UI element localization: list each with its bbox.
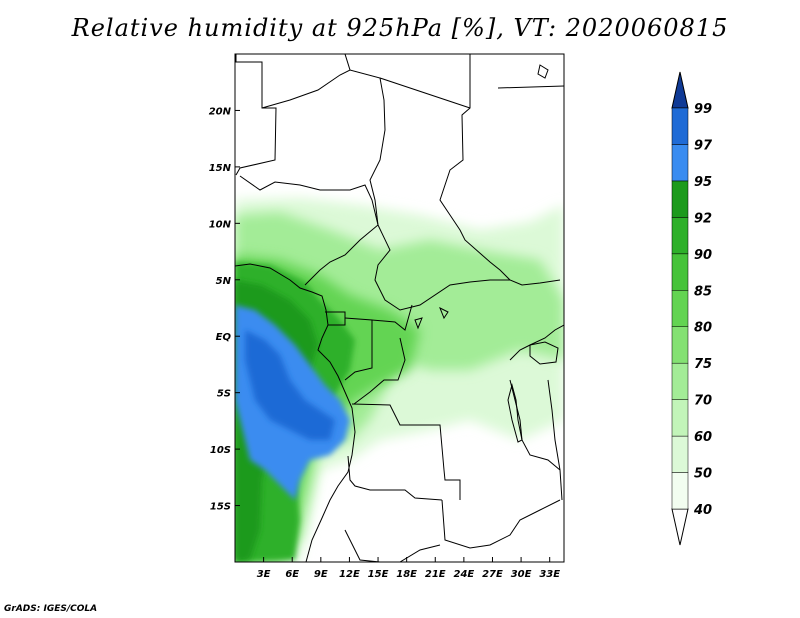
lake-outline: [439, 306, 449, 320]
colorbar-box: [671, 472, 689, 510]
lon-tick-label: 24E: [453, 569, 474, 580]
lat-tick-label: 15N: [209, 163, 232, 174]
border-segment: [439, 54, 561, 286]
lon-tick-label: 9E: [314, 569, 328, 580]
lat-tick-label: 10S: [210, 445, 231, 456]
lat-tick-label: 5S: [217, 389, 231, 400]
lon-tick-label: 27E: [482, 569, 503, 580]
colorbar-level-label: 80: [694, 321, 712, 336]
colorbar-level-label: 75: [694, 357, 712, 372]
lat-tick-label: 20N: [209, 106, 232, 117]
border-segment: [347, 455, 443, 501]
humidity-shade-97: [245, 330, 335, 440]
map-area: [235, 54, 564, 562]
colorbar-box: [671, 435, 689, 473]
lake-outline: [537, 64, 549, 79]
lon-tick-label: 6E: [285, 569, 299, 580]
grads-credit: GrADS: IGES/COLA: [4, 604, 98, 614]
lat-tick-label: 5N: [216, 276, 232, 287]
colorbar-level-label: 99: [694, 102, 712, 117]
border-segment: [235, 54, 277, 176]
border-segment: [351, 403, 461, 500]
colorbar-box: [671, 217, 689, 255]
lon-tick-label: 12E: [339, 569, 360, 580]
lon-tick-label: 3E: [257, 569, 271, 580]
border-segment: [374, 224, 510, 311]
colorbar-level-label: 92: [694, 211, 712, 226]
lon-tick-label: 15E: [368, 569, 389, 580]
colorbar-level-label: 90: [694, 248, 712, 263]
colorbar-box: [671, 399, 689, 437]
colorbar-level-label: 97: [694, 138, 713, 153]
colorbar-level-label: 95: [694, 175, 712, 190]
colorbar-min-triangle: [671, 508, 689, 546]
country-borders: [235, 54, 564, 562]
border-segment: [379, 77, 471, 109]
colorbar: 40 50 60 70 75 80 85 90 92 95 97 99: [671, 71, 713, 546]
coastline-west: [235, 263, 356, 562]
colorbar-max-triangle: [671, 71, 689, 109]
lat-tick-label: 10N: [209, 219, 232, 230]
border-segment: [353, 337, 406, 405]
lon-tick-label: 30E: [511, 569, 532, 580]
border-segment: [344, 54, 351, 71]
lon-tick-label: 33E: [539, 569, 560, 580]
lat-tick-label: EQ: [216, 332, 232, 343]
border-segment: [441, 499, 561, 549]
colorbar-box: [671, 290, 689, 327]
border-segment: [344, 529, 381, 562]
humidity-field: [235, 198, 564, 562]
border-segment: [371, 304, 413, 331]
colorbar-level-label: 85: [694, 284, 712, 299]
colorbar-box: [671, 362, 689, 400]
humidity-map-figure: 3E 6E 9E 12E 15E 18E 21E 24E 27E 30E 33E 20N 15N 10N 5…: [209, 53, 713, 580]
lat-tick-label: 15S: [210, 502, 231, 513]
colorbar-box: [671, 253, 689, 291]
colorbar-level-label: 60: [694, 430, 712, 445]
colorbar-box: [671, 144, 689, 182]
lon-tick-label: 21E: [425, 569, 446, 580]
border-segment: [497, 85, 564, 89]
lake-outline: [529, 341, 559, 365]
colorbar-box: [671, 107, 689, 145]
lake-outline: [507, 383, 523, 443]
colorbar-box: [671, 326, 689, 364]
map-frame: [234, 53, 565, 563]
lake-outline: [414, 317, 423, 330]
border-segment: [239, 175, 379, 286]
map-axis-ticks: 3E 6E 9E 12E 15E 18E 21E 24E 27E 30E 33E 20N 15N 10N 5…: [209, 106, 561, 580]
lon-tick-label: 18E: [396, 569, 417, 580]
colorbar-level-label: 40: [693, 503, 712, 518]
colorbar-level-label: 70: [694, 394, 712, 409]
map-title: Relative humidity at 925hPa [%], VT: 202…: [71, 14, 729, 42]
border-segment: [261, 69, 386, 226]
border-segment: [344, 317, 373, 381]
colorbar-level-label: 50: [694, 467, 712, 482]
border-segment: [547, 379, 563, 501]
border-segment: [509, 324, 564, 361]
colorbar-box: [671, 180, 689, 218]
